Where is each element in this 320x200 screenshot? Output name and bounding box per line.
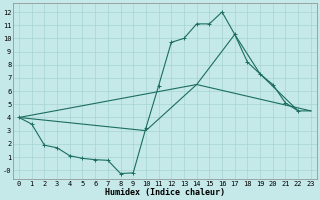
X-axis label: Humidex (Indice chaleur): Humidex (Indice chaleur): [105, 188, 225, 197]
